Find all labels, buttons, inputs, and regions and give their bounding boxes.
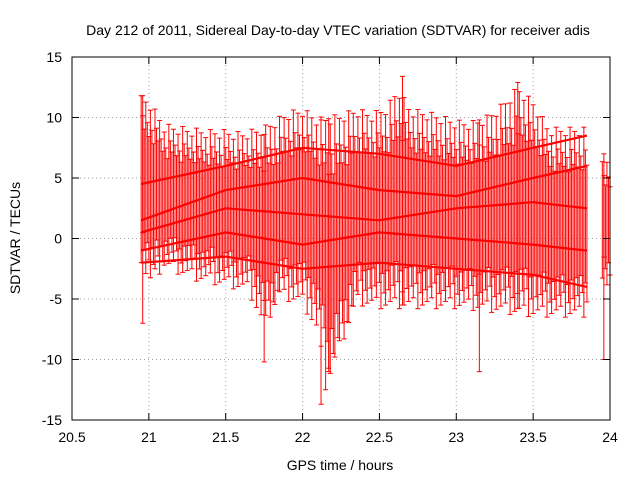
chart-title: Day 212 of 2011, Sidereal Day-to-day VTE… [86,22,590,38]
x-tick-label: 22 [295,429,311,445]
x-tick-label: 21.5 [212,429,239,445]
series-layer [138,75,613,405]
y-tick-label: -10 [42,352,62,368]
y-tick-label: 0 [54,231,62,247]
x-axis-label: GPS time / hours [287,457,394,473]
y-tick-label: -15 [42,412,62,428]
central-value-line [140,231,588,252]
x-tick-label: 22.5 [366,429,393,445]
y-tick-label: -5 [50,291,63,307]
y-tick-label: 5 [54,170,62,186]
y-tick-label: 10 [46,110,62,126]
central-value-line [140,201,588,234]
x-tick-label: 23 [448,429,464,445]
x-tick-label: 20.5 [58,429,85,445]
tick-layer: 20.5 21 21.5 22 22.5 23 23.5 24 -15 -10 -5 0 5 10 15 [42,49,618,445]
x-tick-label: 23.5 [520,429,547,445]
x-tick-label: 21 [141,429,157,445]
central-value-line [141,255,588,288]
central-value-line [140,164,588,222]
x-tick-label: 24 [602,429,618,445]
y-tick-label: 15 [46,49,62,65]
y-axis-label: SDTVAR / TECUs [7,182,23,294]
central-value-line [140,134,588,186]
